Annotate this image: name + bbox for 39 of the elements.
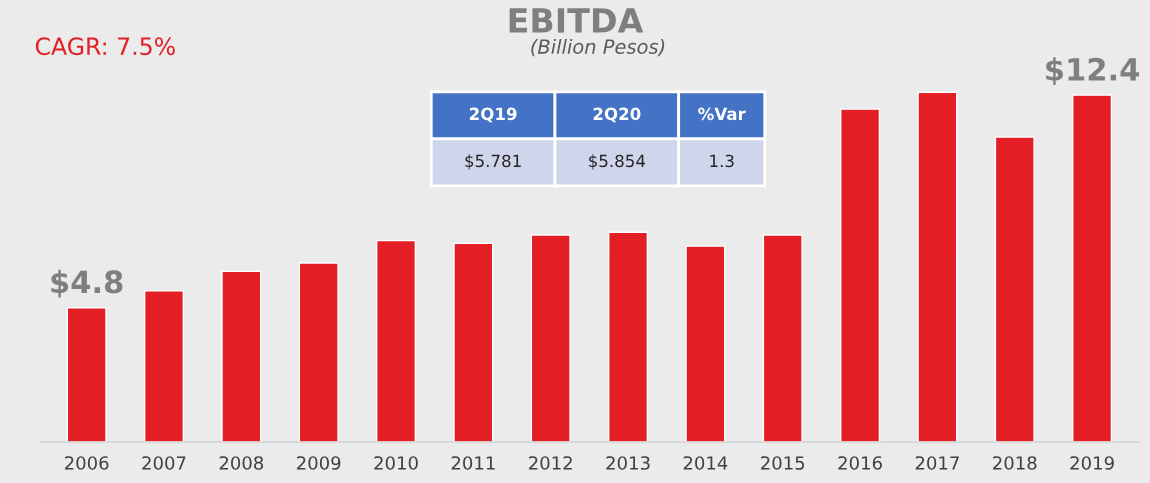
x-tick-label: 2008 xyxy=(219,456,264,470)
annotation: 2Q20 xyxy=(593,107,641,123)
text: CAGR: 7.5% xyxy=(35,37,175,56)
bar xyxy=(143,290,185,442)
bar xyxy=(840,108,881,442)
data-label: $4.8 xyxy=(51,269,123,298)
annotation: 2Q19 xyxy=(469,107,517,123)
bar xyxy=(375,239,417,442)
x-tick-label: 2010 xyxy=(374,456,418,470)
bar xyxy=(221,270,262,442)
x-tick-label: 2018 xyxy=(993,456,1037,470)
x-tick-label: 2013 xyxy=(606,456,650,470)
x-tick-label: 2014 xyxy=(683,456,728,470)
x-tick-label: 2009 xyxy=(297,456,341,470)
bar xyxy=(917,91,958,442)
x-tick-label: 2019 xyxy=(1070,456,1114,470)
bar xyxy=(1072,94,1113,442)
x-tick-label: 2007 xyxy=(142,456,186,470)
annotation: %Var xyxy=(698,107,746,121)
annotation: $5.854 xyxy=(589,154,646,170)
x-tick-label: 2011 xyxy=(451,456,495,470)
bar xyxy=(530,234,571,442)
annotation: 1.3 xyxy=(710,154,734,168)
data-label: $12.4 xyxy=(1046,57,1140,85)
bar xyxy=(66,307,107,442)
bar xyxy=(608,231,649,442)
bar xyxy=(685,245,726,442)
bar xyxy=(994,136,1035,442)
bar xyxy=(453,242,494,442)
x-tick-label: 2012 xyxy=(529,456,572,470)
x-tick-label: 2006 xyxy=(65,456,109,470)
chart-title: EBITDA xyxy=(509,8,644,33)
x-tick-label: 2016 xyxy=(838,456,882,470)
annotation: $5.781 xyxy=(465,154,521,170)
bar xyxy=(298,262,339,442)
bar xyxy=(762,234,803,442)
x-tick-label: 2015 xyxy=(761,456,805,470)
chart-subtitle: (Billion Pesos) xyxy=(531,38,665,57)
x-tick-label: 2017 xyxy=(915,456,959,470)
